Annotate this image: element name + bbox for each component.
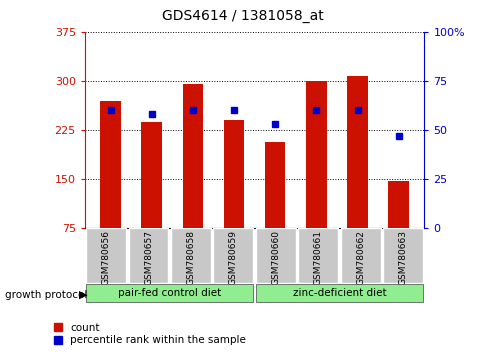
Bar: [340, 228, 380, 283]
Text: pair-fed control diet: pair-fed control diet: [118, 288, 221, 298]
Bar: [171, 228, 211, 283]
Text: GSM780661: GSM780661: [313, 230, 322, 285]
Bar: [223, 120, 244, 228]
Bar: [347, 76, 367, 228]
Bar: [382, 228, 422, 283]
Text: growth protocol: growth protocol: [5, 290, 87, 299]
Bar: [305, 81, 326, 228]
Bar: [182, 84, 203, 228]
Text: GDS4614 / 1381058_at: GDS4614 / 1381058_at: [161, 9, 323, 23]
Text: GSM780662: GSM780662: [355, 230, 364, 285]
Text: GSM780663: GSM780663: [398, 230, 407, 285]
Bar: [256, 228, 295, 283]
Bar: [86, 228, 126, 283]
Bar: [128, 228, 168, 283]
Text: ▶: ▶: [79, 290, 88, 299]
Bar: [264, 142, 285, 228]
Bar: [86, 284, 253, 302]
Legend: count, percentile rank within the sample: count, percentile rank within the sample: [54, 322, 246, 345]
Text: zinc-deficient diet: zinc-deficient diet: [292, 288, 386, 298]
Text: GSM780659: GSM780659: [228, 230, 238, 285]
Text: GSM780656: GSM780656: [101, 230, 110, 285]
Bar: [298, 228, 337, 283]
Bar: [388, 181, 408, 228]
Text: GSM780658: GSM780658: [186, 230, 195, 285]
Bar: [141, 121, 162, 228]
Bar: [213, 228, 253, 283]
Text: GSM780657: GSM780657: [144, 230, 153, 285]
Text: GSM780660: GSM780660: [271, 230, 280, 285]
Bar: [256, 284, 422, 302]
Bar: [100, 101, 121, 228]
